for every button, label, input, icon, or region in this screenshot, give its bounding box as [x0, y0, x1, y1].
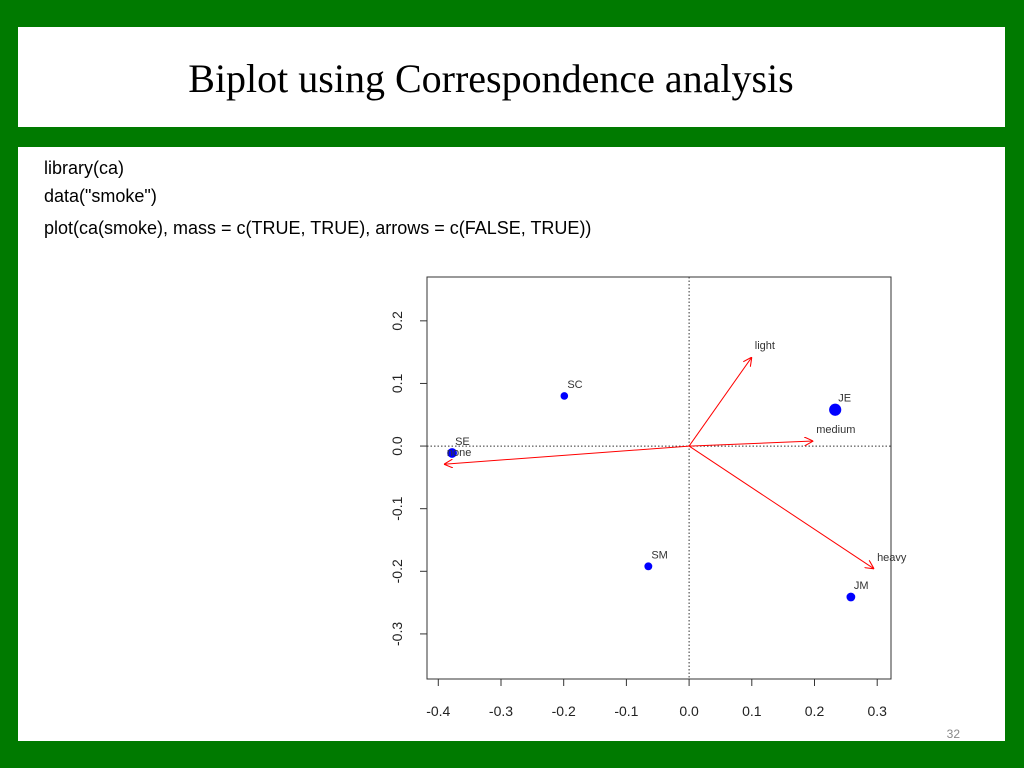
x-tick-label: 0.0: [679, 703, 699, 719]
plot: -0.4 -0.3 -0.2 -0.1 0.0 0.1 0.2 0.3 -0.3 -0.2 -0.1…: [389, 277, 907, 719]
y-tick-label: -0.1: [389, 496, 405, 520]
point-label: JE: [838, 393, 851, 405]
x-tick-label: -0.4: [426, 703, 450, 719]
point: [846, 592, 856, 602]
point: [829, 403, 842, 416]
page-number: 32: [947, 727, 961, 741]
point: [447, 448, 457, 458]
y-tick-label: -0.2: [389, 559, 405, 583]
code-line: plot(ca(smoke), mass = c(TRUE, TRUE), ar…: [44, 218, 591, 238]
code-line: library(ca): [44, 158, 124, 178]
point-label: none: [447, 447, 471, 459]
title-box: [18, 27, 1005, 127]
content-box: [18, 147, 1005, 741]
point-label: heavy: [877, 552, 907, 564]
x-tick-label: 0.2: [805, 703, 825, 719]
slide-title: Biplot using Correspondence analysis: [188, 56, 793, 101]
point-label: medium: [816, 424, 855, 436]
y-tick-label: 0.0: [389, 436, 405, 456]
x-tick-label: -0.3: [489, 703, 513, 719]
x-tick-label: 0.1: [742, 703, 762, 719]
plot-frame: [426, 276, 892, 680]
x-tick-label: 0.3: [867, 703, 887, 719]
point: [560, 392, 569, 400]
x-tick-label: -0.1: [614, 703, 638, 719]
y-tick-label: -0.3: [389, 622, 405, 646]
arrow: [444, 445, 690, 464]
point-label: JM: [854, 580, 869, 592]
x-tick-label: -0.2: [552, 703, 576, 719]
y-tick-label: 0.2: [389, 311, 405, 331]
y-tick-label: 0.1: [389, 374, 405, 394]
point-label: SM: [651, 549, 668, 561]
point-label: light: [755, 340, 775, 352]
code-line: data("smoke"): [44, 186, 157, 206]
point-label: SC: [567, 379, 582, 391]
arrow: [688, 357, 752, 447]
point-label: SE: [455, 436, 470, 448]
point: [644, 562, 653, 571]
arrow: [689, 441, 813, 447]
arrow: [688, 445, 874, 569]
